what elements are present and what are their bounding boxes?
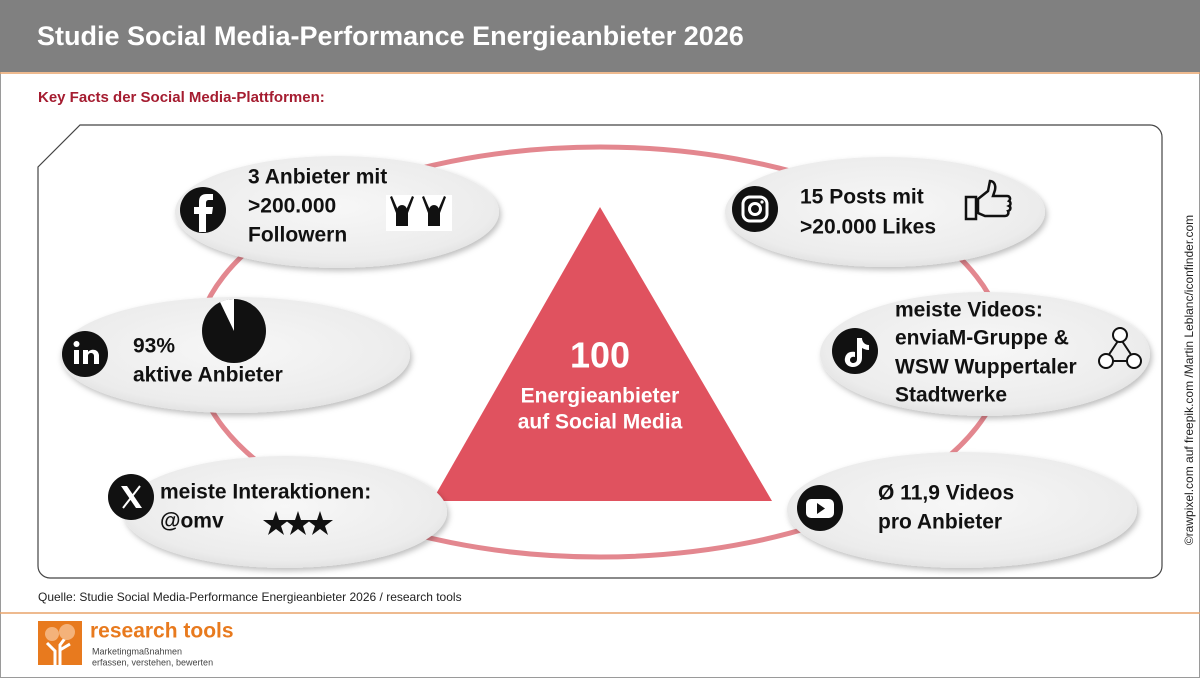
facebook-icon: [180, 187, 226, 233]
fact-line: >20.000 Likes: [800, 216, 936, 239]
logo-mark: [38, 621, 82, 665]
fact-line: Stadtwerke: [895, 384, 1007, 407]
bubble: [820, 292, 1150, 416]
youtube-icon: [797, 485, 843, 531]
fact-line: @omv: [160, 510, 224, 533]
logo-tagline: erfassen, verstehen, bewerten: [92, 657, 213, 667]
title: Studie Social Media-Performance Energiea…: [37, 21, 744, 51]
thumbs-up-icon: [964, 179, 1012, 221]
fans-icon: [386, 195, 452, 231]
fact-line: enviaM-Gruppe &: [895, 327, 1069, 350]
center-line: Energieanbieter: [521, 385, 680, 408]
bubble: [787, 452, 1137, 568]
fact-line: Ø 11,9 Videos: [878, 482, 1014, 505]
fact-line: WSW Wuppertaler: [895, 356, 1077, 379]
source: Quelle: Studie Social Media-Performance …: [38, 590, 462, 604]
network-icon: [1098, 327, 1142, 369]
panel: [37, 124, 1163, 579]
instagram-icon: [732, 186, 778, 232]
linkedin-icon: [62, 331, 108, 377]
logo-tagline: Marketingmaßnahmen: [92, 646, 182, 656]
center-line: auf Social Media: [518, 411, 683, 434]
fact-line: 15 Posts mit: [800, 186, 924, 209]
tiktok-icon: [832, 328, 878, 374]
triangle: [432, 207, 772, 501]
fact-texts: 3 Anbieter mit >200.000 Followern 15 Posts …: [133, 166, 1077, 534]
fact-line: meiste Interaktionen:: [160, 481, 371, 504]
fact-line: Followern: [248, 224, 347, 247]
header-bar: [0, 0, 1200, 72]
fact-line: 93%: [133, 335, 175, 358]
fact-line: 3 Anbieter mit: [248, 166, 387, 189]
fact-line: meiste Videos:: [895, 299, 1043, 322]
pie-icon: [202, 298, 266, 363]
bubbles: [60, 156, 1150, 568]
bubble: [123, 456, 447, 568]
fact-line: pro Anbieter: [878, 511, 1002, 534]
bubble: [175, 156, 499, 268]
center-number: 100: [570, 335, 630, 376]
bubble: [725, 157, 1045, 267]
fact-line: aktive Anbieter: [133, 364, 283, 387]
logo-name: research tools: [90, 620, 234, 643]
image-credit: ©rawpixel.com auf freepik.com /Martin Le…: [1182, 215, 1196, 545]
subtitle: Key Facts der Social Media-Plattformen:: [38, 89, 325, 106]
stars: [263, 511, 333, 535]
x-icon: [108, 474, 154, 520]
fact-line: >200.000: [248, 195, 336, 218]
